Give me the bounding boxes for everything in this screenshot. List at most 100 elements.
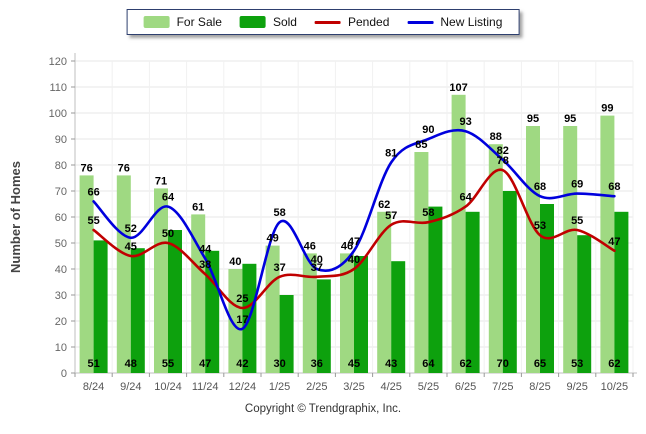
sold-bar [130,248,145,373]
sold-bar [279,295,294,373]
sold-value-label: 30 [273,358,285,370]
x-axis-label: 10/25 [601,381,629,393]
for-sale-value-label: 76 [118,162,130,174]
y-axis-title: Number of Homes [8,161,23,273]
sold-value-label: 48 [125,358,137,370]
y-tick-label: 70 [55,186,67,198]
pended-value-label: 37 [311,262,323,274]
y-tick-label: 100 [49,108,67,120]
sold-bar [391,261,406,373]
sold-swatch-icon [239,16,266,28]
pended-value-label: 55 [571,215,583,227]
new-listing-value-label: 69 [571,179,583,191]
x-axis-label: 9/25 [566,381,587,393]
x-axis-label: 11/24 [192,381,219,393]
new-listing-value-label: 47 [348,236,360,248]
y-tick-label: 60 [55,212,67,224]
sold-bar [614,211,629,373]
x-axis-label: 10/24 [154,381,182,393]
pended-swatch-icon [314,20,341,24]
y-tick-label: 20 [55,316,67,328]
sold-value-label: 51 [87,358,99,370]
for-sale-value-label: 95 [564,113,576,125]
for-sale-bar [302,253,317,373]
sold-value-label: 65 [534,358,546,370]
sold-bar [428,206,443,373]
legend-item-for-sale: For Sale [143,15,222,29]
legend-item-new-listing: New Listing [407,15,502,29]
new-listing-value-label: 52 [125,223,137,235]
new-listing-value-label: 82 [497,145,509,157]
x-axis-label: 1/25 [269,381,290,393]
new-listing-value-label: 44 [199,244,212,256]
x-axis-label: 6/25 [455,381,476,393]
pended-value-label: 38 [199,259,211,271]
for-sale-bar [79,175,94,373]
legend-item-sold: Sold [239,15,297,29]
x-axis-label: 4/25 [380,381,401,393]
for-sale-value-label: 85 [415,139,427,151]
for-sale-bar [116,175,131,373]
sold-value-label: 55 [162,358,174,370]
sold-value-label: 47 [199,358,211,370]
copyright-text: Copyright © Trendgraphix, Inc. [244,403,402,415]
sold-value-label: 70 [497,358,509,370]
sold-bar [540,204,554,373]
for-sale-value-label: 88 [490,131,502,143]
y-tick-label: 0 [61,368,67,380]
sold-bar [577,235,592,373]
sold-bar [502,191,517,373]
for-sale-bar [488,144,503,373]
for-sale-bar [377,211,392,373]
y-tick-label: 90 [55,134,67,146]
y-tick-label: 110 [49,82,67,94]
legend-item-pended: Pended [314,15,389,29]
sold-value-label: 53 [571,358,583,370]
pended-value-label: 78 [497,155,509,167]
x-axis-label: 8/25 [529,381,550,393]
x-axis-label: 5/25 [418,381,439,393]
for-sale-bar [451,94,466,374]
sold-value-label: 42 [236,358,248,370]
for-sale-value-label: 62 [378,199,390,211]
for-sale-bar [228,269,243,373]
pended-value-label: 55 [87,215,99,227]
sold-bar [168,230,182,373]
pended-value-label: 40 [348,254,360,266]
x-axis-label: 3/25 [343,381,364,393]
new-listing-value-label: 58 [273,207,285,219]
for-sale-value-label: 49 [266,233,278,245]
pended-value-label: 57 [385,210,397,222]
for-sale-swatch-icon [143,16,170,28]
for-sale-value-label: 71 [155,175,167,187]
x-axis-label: 8/24 [83,381,104,393]
for-sale-value-label: 46 [304,240,316,252]
for-sale-bar [340,253,354,373]
legend-label: For Sale [176,15,222,29]
y-tick-label: 40 [55,264,67,276]
for-sale-bar [563,126,578,373]
for-sale-bar [414,152,429,373]
new-listing-value-label: 93 [459,116,471,128]
new-listing-value-label: 17 [236,314,248,326]
pended-value-label: 53 [534,220,546,232]
pended-value-label: 47 [608,236,620,248]
for-sale-value-label: 99 [601,103,613,115]
pended-value-label: 64 [459,192,472,204]
pended-value-label: 45 [125,241,137,253]
y-tick-label: 80 [55,160,67,172]
for-sale-bar [154,188,168,373]
pended-line [92,168,616,310]
sold-value-label: 64 [422,358,435,370]
legend-label: New Listing [440,15,503,29]
pended-value-label: 25 [236,293,248,305]
legend: For Sale Sold Pended New Listing [126,9,520,35]
new-listing-swatch-icon [407,20,434,24]
sold-bar [354,256,368,373]
y-tick-label: 10 [55,342,67,354]
x-axis-label: 12/24 [229,381,257,393]
new-listing-value-label: 66 [87,186,99,198]
sold-value-label: 45 [348,358,360,370]
